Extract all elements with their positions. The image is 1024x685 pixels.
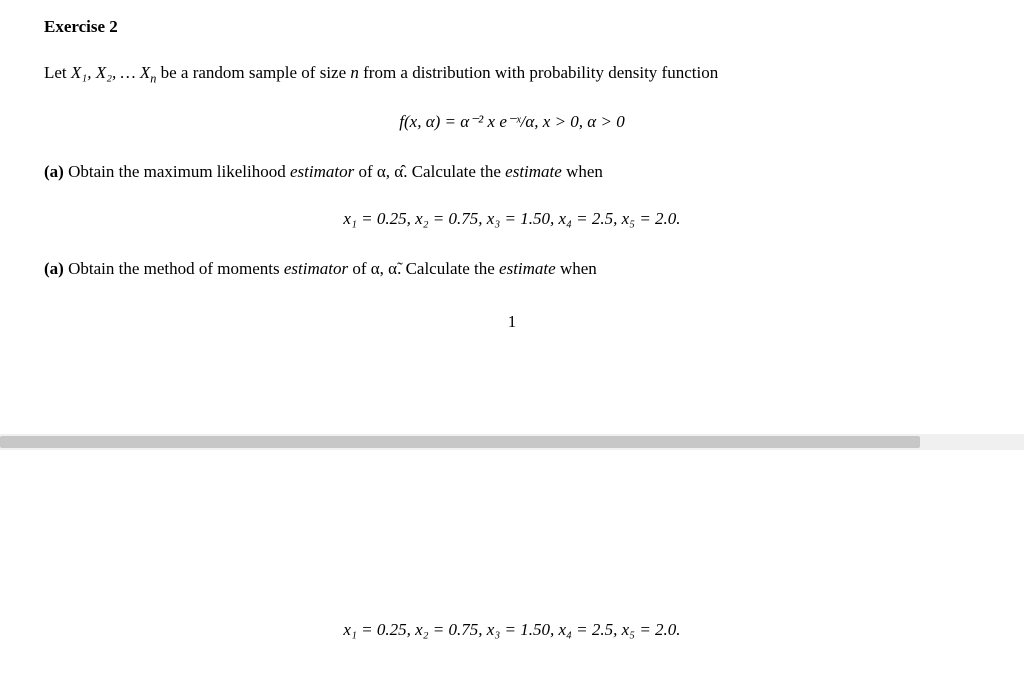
document-page: Exercise 2 Let X₁, X₂, … Xn be a random … — [0, 0, 1024, 335]
part-a: (a) Obtain the maximum likelihood estima… — [44, 159, 980, 185]
estimate: estimate — [505, 162, 562, 181]
intro-prefix: Let — [44, 63, 71, 82]
horizontal-scrollbar[interactable] — [0, 434, 1024, 450]
intro-suffix: from a distribution with probability den… — [359, 63, 718, 82]
part-b-text-3: when — [556, 259, 597, 278]
data-values-repeat: x₁ = 0.25, x₂ = 0.75, x₃ = 1.50, x₄ = 2.… — [0, 620, 1024, 640]
part-a-text-2: of α, α̂. Calculate the — [354, 162, 505, 181]
exercise-heading: Exercise 2 — [44, 14, 980, 40]
part-b: (a) Obtain the method of moments estimat… — [44, 256, 980, 282]
intro-paragraph: Let X₁, X₂, … Xn be a random sample of s… — [44, 60, 980, 88]
part-a-label: (a) — [44, 162, 68, 181]
estimator: estimator — [290, 162, 354, 181]
part-a-text-1: Obtain the maximum likelihood — [68, 162, 290, 181]
page-number: 1 — [44, 309, 980, 335]
part-a-text-3: when — [562, 162, 603, 181]
intro-vars: X₁, X₂, … Xn — [71, 63, 156, 82]
intro-n: n — [350, 63, 359, 82]
estimate-b: estimate — [499, 259, 556, 278]
pdf-equation: f(x, α) = α⁻² x e⁻ˣ/α, x > 0, α > 0 — [44, 109, 980, 135]
part-b-text-1: Obtain the method of moments — [68, 259, 284, 278]
scrollbar-thumb[interactable] — [0, 436, 920, 448]
data-values-a: x₁ = 0.25, x₂ = 0.75, x₃ = 1.50, x₄ = 2.… — [44, 206, 980, 232]
part-b-label: (a) — [44, 259, 68, 278]
estimator-b: estimator — [284, 259, 348, 278]
part-b-text-2: of α, α̃. Calculate the — [348, 259, 499, 278]
intro-mid: be a random sample of size — [156, 63, 350, 82]
